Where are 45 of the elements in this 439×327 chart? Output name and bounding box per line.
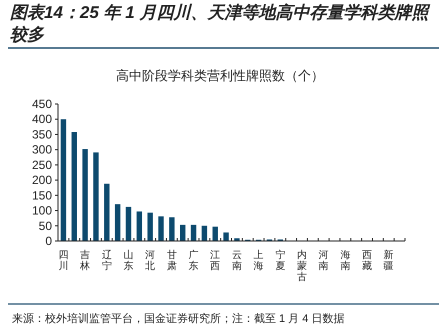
bar: [136, 211, 142, 241]
x-tick-label: 云南: [232, 250, 242, 272]
bar: [180, 224, 186, 241]
x-tick-label: 新疆: [384, 249, 394, 272]
x-tick-label: 山东: [123, 249, 134, 272]
y-tick-label: 350: [32, 127, 52, 142]
bar: [202, 226, 208, 241]
bar: [104, 184, 110, 241]
x-tick-label: 四川: [58, 250, 68, 272]
y-tick-label: 0: [45, 234, 52, 248]
chart-title: 图表14：25 年 1 月四川、天津等地高中存量学科类牌照较多: [10, 2, 432, 46]
bar: [190, 224, 196, 241]
x-tick-label: 海南: [340, 249, 350, 272]
y-tick-label: 50: [38, 218, 52, 233]
x-tick-label: 江西: [210, 249, 220, 272]
x-tick-label: 辽宁: [102, 249, 112, 272]
y-tick-label: 450: [32, 97, 52, 111]
bar: [72, 132, 77, 241]
x-tick-label: 广东: [188, 249, 199, 272]
x-tick-label: 上海: [254, 249, 264, 272]
bar: [93, 152, 99, 241]
y-tick-label: 250: [32, 158, 52, 172]
bar: [126, 206, 132, 241]
y-tick-label: 200: [32, 173, 52, 188]
bar: [223, 232, 229, 241]
bar: [60, 119, 66, 241]
bar: [212, 226, 218, 241]
x-tick-label: 西藏: [362, 250, 372, 272]
bar: [158, 216, 164, 241]
x-tick-label: 宁夏: [275, 249, 286, 272]
x-tick-label: 河南: [318, 249, 329, 272]
x-tick-label: 内蒙古: [296, 249, 307, 283]
x-tick-label: 吉林: [79, 249, 90, 272]
x-tick-label: 河北: [145, 249, 156, 272]
x-tick-label: 甘肃: [166, 249, 177, 272]
bar: [82, 149, 88, 241]
bar: [147, 212, 153, 241]
bar: [114, 204, 120, 241]
y-tick-label: 400: [32, 112, 52, 126]
y-tick-label: 300: [32, 142, 52, 157]
chart-subtitle: 高中阶段学科类营利性牌照数（个）: [116, 68, 324, 83]
y-tick-label: 150: [32, 188, 52, 202]
y-tick-label: 100: [32, 204, 52, 218]
bar: [169, 217, 175, 241]
source-note: 来源：校外培训监管平台，国金证券研究所；注：截至 1 月 4 日数据: [12, 312, 344, 325]
